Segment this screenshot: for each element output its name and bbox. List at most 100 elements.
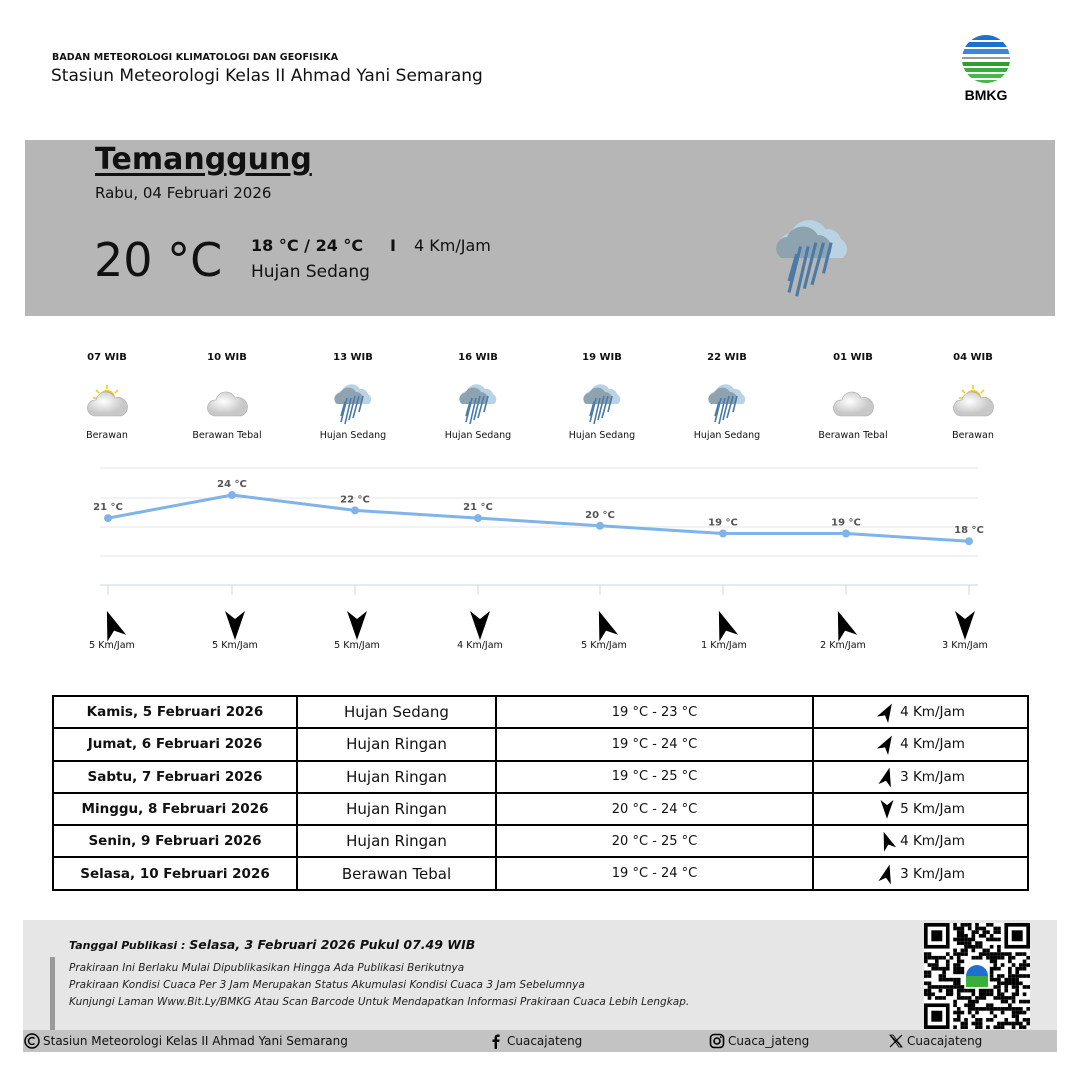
wind-direction-icon [880,799,894,819]
day-temp-range: 19 °C - 24 °C [495,856,814,891]
pub-value: Selasa, 3 Februari 2026 Pukul 07.49 WIB [189,937,476,952]
bmkg-logo: BMKG [962,35,1010,103]
day-date: Selasa, 10 Februari 2026 [52,856,298,891]
rain-icon [776,220,847,297]
current-weather-banner [25,140,1055,316]
day-condition: Hujan Ringan [296,791,497,827]
hourly-item: 01 WIB Berawan Tebal [798,352,908,441]
hour-time: 04 WIB [953,352,993,363]
day-wind-speed: 4 Km/Jam [900,704,965,721]
hour-time: 07 WIB [87,352,127,363]
data-point [842,529,850,538]
day-temp-range: 20 °C - 25 °C [495,824,814,859]
day-wind-speed: 5 Km/Jam [900,801,965,818]
day-wind: 5 Km/Jam [812,791,1029,827]
day-condition: Hujan Ringan [296,759,497,794]
hour-time: 10 WIB [207,352,247,363]
day-date: Jumat, 6 Februari 2026 [52,727,298,762]
data-point [719,529,727,538]
hour-condition: Hujan Sedang [693,430,761,441]
day-temp-range: 19 °C - 25 °C [495,759,814,794]
facebook-link[interactable]: Cuacajateng [488,1033,582,1049]
x-link[interactable]: Cuacajateng [888,1033,982,1049]
wind-speed: 5 Km/Jam [581,640,627,651]
table-row: Senin, 9 Februari 2026 Hujan Ringan 20 °C … [52,824,1029,859]
note: Kunjungi Laman Www.Bit.Ly/BMKG Atau Scan… [69,996,690,1008]
wind-direction-icon [598,610,619,642]
data-label: 21 °C [93,502,123,513]
wind-item: 5 Km/Jam [62,608,162,651]
current-temp: 20 °C [94,233,223,287]
instagram-icon [709,1033,725,1049]
wind-direction-icon [347,611,367,640]
wind-direction-icon [883,832,897,853]
copyright-icon [24,1033,40,1049]
rain-icon [583,384,621,425]
data-point [104,514,112,523]
day-condition: Berawan Tebal [296,856,497,891]
wind-item: 3 Km/Jam [915,608,1015,651]
day-wind: 4 Km/Jam [812,824,1029,859]
copyright-text: Stasiun Meteorologi Kelas II Ahmad Yani … [43,1034,348,1048]
qr-code[interactable] [924,923,1030,1029]
partly-cloudy-icon [953,385,994,417]
hour-time: 01 WIB [833,352,873,363]
current-condition: Hujan Sedang [251,262,370,282]
wind-speed: 4 Km/Jam [457,640,503,651]
day-wind-speed: 3 Km/Jam [900,865,965,882]
hour-condition: Hujan Sedang [444,430,512,441]
hour-condition: Berawan Tebal [192,430,262,441]
day-temp-range: 19 °C - 23 °C [495,694,814,730]
wind-speed: 5 Km/Jam [89,640,135,651]
data-label: 19 °C [831,518,861,529]
hour-time: 16 WIB [458,352,498,363]
day-wind-speed: 4 Km/Jam [900,736,965,753]
footer-bar [23,1030,1057,1052]
wind-direction-icon [718,610,739,642]
hour-time: 13 WIB [333,352,373,363]
facebook-icon [492,1034,500,1049]
note: Prakiraan Kondisi Cuaca Per 3 Jam Merupa… [69,979,585,991]
wind-speed: 5 Km/Jam [334,640,380,651]
separator: I [390,236,396,255]
hour-condition: Hujan Sedang [319,430,387,441]
hourly-item: 07 WIB Berawan [52,352,162,441]
hour-condition: Berawan [86,430,128,441]
hour-condition: Hujan Sedang [568,430,636,441]
hourly-item: 22 WIB Hujan Sedang [672,352,782,441]
day-date: Senin, 9 Februari 2026 [52,824,298,859]
data-label: 21 °C [463,502,493,513]
day-wind-speed: 4 Km/Jam [900,833,965,850]
day-temp-range: 20 °C - 24 °C [495,791,814,827]
wind-direction-icon [837,610,858,642]
hour-condition: Berawan [952,430,994,441]
data-point [965,537,973,546]
temperature-line [107,493,970,543]
day-date: Kamis, 5 Februari 2026 [52,694,298,730]
instagram-link[interactable]: Cuaca_jateng [709,1033,809,1049]
wind-speed: 2 Km/Jam [820,640,866,651]
rain-icon [334,384,372,425]
table-row: Selasa, 10 Februari 2026 Berawan Tebal 19 … [52,856,1029,891]
wind-item: 5 Km/Jam [307,608,407,651]
publication-date: Tanggal Publikasi : Selasa, 3 Februari 2… [69,937,475,952]
hour-condition: Berawan Tebal [818,430,888,441]
wind-direction-icon [876,736,892,756]
hourly-item: 04 WIB Berawan [918,352,1028,441]
hourly-item: 10 WIB Berawan Tebal [172,352,282,441]
day-condition: Hujan Sedang [296,694,497,730]
facebook-handle: Cuacajateng [507,1034,583,1048]
wind-item: 5 Km/Jam [554,608,654,651]
wind-item: 1 Km/Jam [674,608,774,651]
partly-cloudy-icon [87,385,128,417]
temperature-chart: 21 °C 24 °C 22 °C 21 °C 20 °C 19 °C 19 °C 18 °C [93,467,984,595]
day-wind: 3 Km/Jam [812,856,1029,891]
wind-direction-icon [878,864,891,885]
table-row: Kamis, 5 Februari 2026 Hujan Sedang 19 °C … [52,694,1029,730]
note: Prakiraan Ini Berlaku Mulai Dipublikasik… [69,962,465,974]
wind-direction-icon [470,611,490,640]
wind-item: 5 Km/Jam [185,608,285,651]
x-icon [889,1034,903,1048]
day-condition: Hujan Ringan [296,824,497,859]
table-row: Jumat, 6 Februari 2026 Hujan Ringan 19 °C … [52,727,1029,762]
